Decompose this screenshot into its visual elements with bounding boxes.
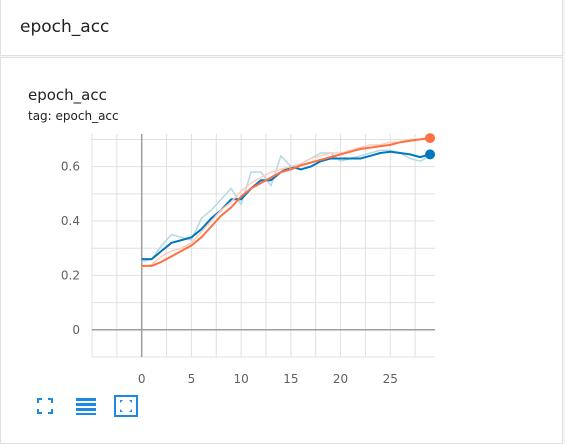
- chart-title: epoch_acc: [28, 86, 107, 104]
- series-line-train_smoothed: [141, 137, 431, 267]
- series-end-point-val_smoothed: [425, 149, 436, 160]
- y-tick-label: 0.6: [61, 160, 80, 174]
- grid-layer: [91, 134, 435, 358]
- toggle-log-scale-icon: [76, 398, 96, 415]
- series-layer: [141, 133, 436, 269]
- x-tick-label: 0: [138, 372, 146, 386]
- fit-domain-button[interactable]: [34, 395, 56, 417]
- y-tick-label: 0: [72, 323, 80, 337]
- chart-card: epoch_acc tag: epoch_acc 0 5 10 15 20 25 0 0.2 0…: [0, 57, 563, 444]
- series-line-train_raw: [141, 138, 430, 269]
- expand-chart-button[interactable]: [114, 394, 138, 417]
- tick-layer: 0 5 10 15 20 25 0 0.2 0.4 0.6: [61, 160, 398, 386]
- x-tick-label: 25: [383, 372, 398, 386]
- x-tick-label: 10: [233, 372, 248, 386]
- x-tick-label: 20: [333, 372, 348, 386]
- x-tick-label: 5: [188, 372, 196, 386]
- series-end-point-train_smoothed: [425, 133, 436, 144]
- expand-chart-icon: [114, 395, 138, 417]
- y-tick-label: 0.4: [61, 214, 80, 228]
- section-header[interactable]: epoch_acc: [0, 0, 563, 56]
- x-tick-label: 15: [283, 372, 298, 386]
- axis-layer: [92, 134, 435, 357]
- chart-svg[interactable]: 0 5 10 15 20 25 0 0.2 0.4 0.6: [1, 58, 562, 443]
- series-line-val_smoothed: [141, 150, 431, 261]
- fit-domain-icon: [37, 398, 53, 414]
- toggle-log-scale-button[interactable]: [75, 395, 97, 417]
- section-title: epoch_acc: [20, 17, 110, 37]
- chart-tag: tag: epoch_acc: [28, 109, 119, 123]
- y-tick-label: 0.2: [61, 268, 80, 282]
- series-line-val_raw: [141, 149, 431, 263]
